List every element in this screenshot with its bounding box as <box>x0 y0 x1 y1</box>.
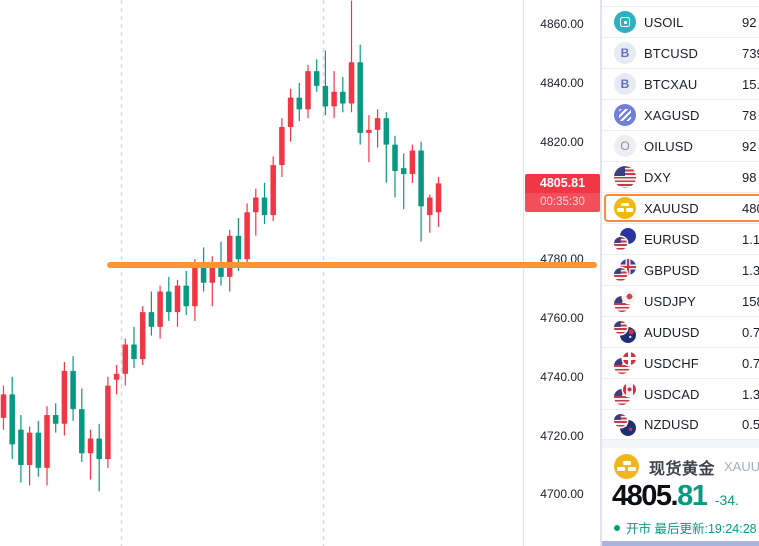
usd-chf-flags-icon <box>614 352 636 374</box>
usd-jpy-flags-icon <box>614 290 636 312</box>
row-symbol: USDCAD <box>644 386 700 402</box>
row-symbol: GBPUSD <box>644 262 700 278</box>
price-axis-tick: 4720.00 <box>540 428 584 443</box>
quote-summary-panel: 现货黄金 XAUUSD 4805.81 -34. 开市 最后更新:19:24:2… <box>602 448 759 541</box>
btc-letter-icon: B <box>614 73 636 95</box>
row-symbol: EURUSD <box>644 231 700 247</box>
row-symbol: XAUUSD <box>644 200 699 216</box>
bar-countdown-timer: 00:35:30 <box>525 192 600 212</box>
watchlist-row-xagusd[interactable]: XAGUSD 78 <box>602 99 759 130</box>
quote-change: -34. <box>714 492 739 508</box>
row-price: 1.3 <box>742 386 759 402</box>
row-symbol: USDCHF <box>644 355 699 371</box>
market-open-dot-icon <box>614 524 620 531</box>
gold-coin-icon <box>614 197 636 219</box>
watchlist-row-oilusd[interactable]: O OILUSD 92 <box>602 130 759 161</box>
row-symbol: AUDUSD <box>644 324 700 340</box>
watchlist-row-xauusd[interactable]: XAUUSD 480 <box>602 192 759 223</box>
price-axis-tick: 4840.00 <box>540 75 584 90</box>
watchlist-row-usdjpy[interactable]: USDJPY 158 <box>602 285 759 316</box>
watchlist-panel: USOIL 92 B BTCUSD 7399 B BTCXAU 15. XAGU… <box>601 0 759 546</box>
row-price: 1.3 <box>742 262 759 278</box>
price-axis-tick: 4860.00 <box>540 17 584 32</box>
watchlist-row-eurusd[interactable]: EURUSD 1.1 <box>602 223 759 254</box>
row-price: 0.7 <box>742 324 759 340</box>
row-price: 98 <box>742 169 757 185</box>
watchlist-rows: USOIL 92 B BTCUSD 7399 B BTCXAU 15. XAGU… <box>602 6 759 440</box>
gold-coin-icon <box>614 454 639 479</box>
market-status-text: 开市 最后更新:19:24:28 <box>626 522 757 536</box>
watchlist-row-btcusd[interactable]: B BTCUSD 7399 <box>602 37 759 68</box>
price-axis-tick: 4740.00 <box>540 369 584 384</box>
oil-letter-icon: O <box>614 135 636 157</box>
row-price: 7399 <box>742 45 759 61</box>
nz-usd-flags-icon <box>614 413 636 436</box>
watchlist-row-btcxau[interactable]: B BTCXAU 15. <box>602 68 759 99</box>
row-price: 78 <box>742 107 757 123</box>
row-symbol: USDJPY <box>644 293 696 309</box>
row-price: 1.1 <box>742 231 759 247</box>
instrument-name-cn: 现货黄金 <box>649 460 716 478</box>
row-symbol: NZDUSD <box>644 417 699 432</box>
candlestick-chart[interactable] <box>0 0 523 546</box>
gbp-usd-flags-icon <box>614 259 636 281</box>
btc-letter-icon: B <box>614 42 636 64</box>
row-price: 92 <box>742 138 757 154</box>
watchlist-row-usdcad[interactable]: USDCAD 1.3 <box>602 378 759 409</box>
quote-price-decimal: 81 <box>677 480 708 512</box>
price-axis[interactable]: 4860.00 4840.00 4820.00 4780.00 4760.00 4740.… <box>523 0 601 546</box>
scrollbar-strip[interactable] <box>602 541 759 546</box>
watchlist-row-dxy[interactable]: DXY 98 <box>602 161 759 192</box>
market-status-line: 开市 最后更新:19:24:28 <box>614 518 757 537</box>
row-symbol: USOIL <box>644 14 684 30</box>
row-symbol: BTCXAU <box>644 76 698 92</box>
quote-price-integer: 4805. <box>612 480 679 512</box>
quote-price: 4805.81 -34. <box>612 480 739 513</box>
last-price-value: 4805.81 <box>525 173 600 193</box>
row-symbol: OILUSD <box>644 138 694 154</box>
candles-svg <box>0 0 442 546</box>
watchlist-row-usoil[interactable]: USOIL 92 <box>602 6 759 37</box>
eur-usd-flags-icon <box>614 228 636 250</box>
usoil-barrel-icon <box>614 11 636 33</box>
row-symbol: XAGUSD <box>644 107 700 123</box>
row-price: 0.7 <box>742 355 759 371</box>
watchlist-row-nzdusd[interactable]: NZDUSD 0.5 <box>602 409 759 440</box>
support-trendline[interactable] <box>107 262 597 269</box>
price-axis-tick: 4820.00 <box>540 134 584 149</box>
instrument-symbol: XAUUSD <box>724 459 759 474</box>
row-symbol: DXY <box>644 169 672 185</box>
row-price: 158 <box>742 293 759 309</box>
row-price: 480 <box>742 200 759 216</box>
row-price: 15. <box>742 76 759 92</box>
watchlist-row-gbpusd[interactable]: GBPUSD 1.3 <box>602 254 759 285</box>
price-axis-tick: 4760.00 <box>540 310 584 325</box>
us-flag-icon <box>614 166 636 188</box>
row-price: 0.5 <box>742 417 759 432</box>
row-price: 92 <box>742 14 757 30</box>
last-price-tag: 4805.81 00:35:30 <box>525 173 600 212</box>
aud-usd-flags-icon <box>614 321 636 343</box>
panel-divider <box>602 440 759 448</box>
row-symbol: BTCUSD <box>644 45 699 61</box>
silver-bars-icon <box>614 104 636 126</box>
watchlist-row-usdchf[interactable]: USDCHF 0.7 <box>602 347 759 378</box>
price-axis-tick: 4700.00 <box>540 487 584 502</box>
watchlist-row-audusd[interactable]: AUDUSD 0.7 <box>602 316 759 347</box>
usd-cad-flags-icon <box>614 383 636 405</box>
